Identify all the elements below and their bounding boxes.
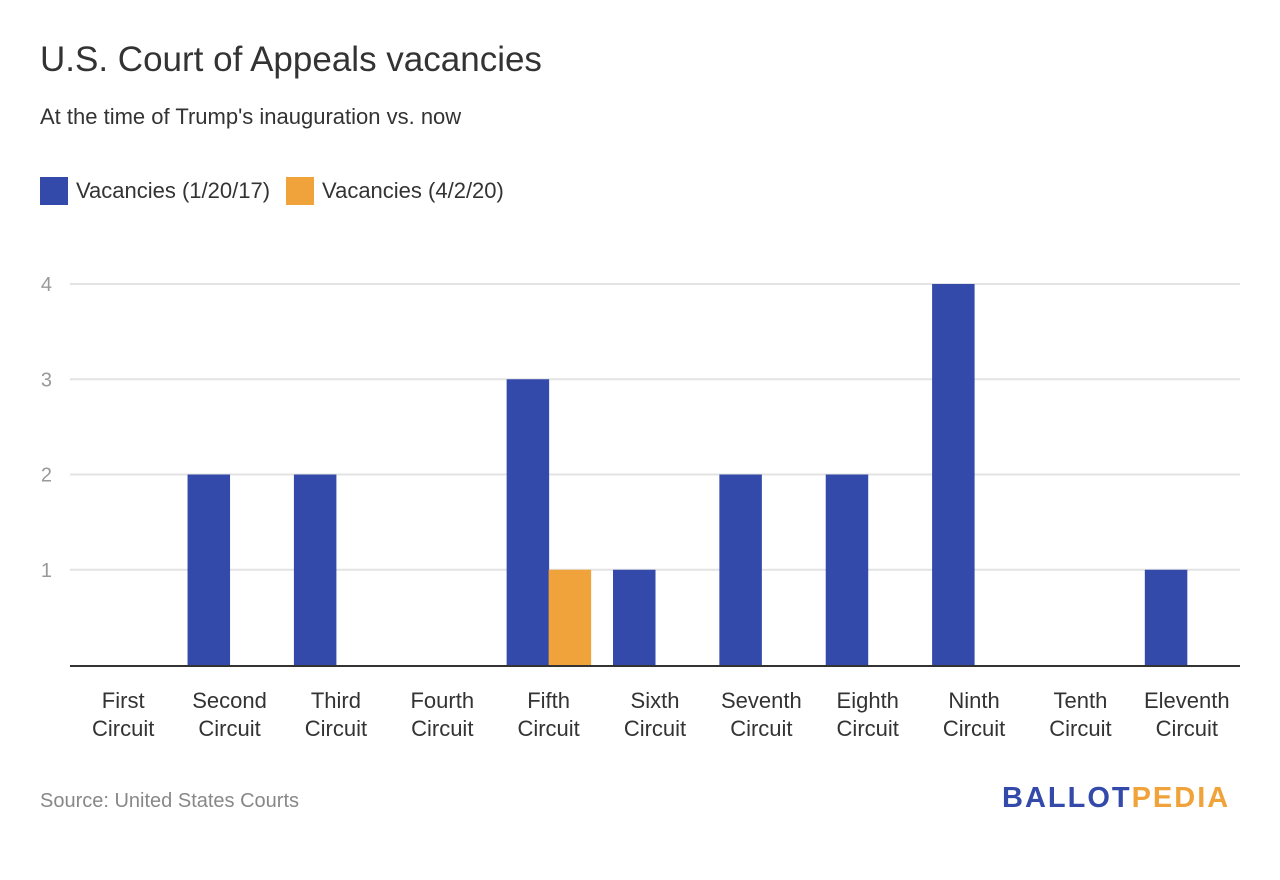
x-tick-label: Fifth — [527, 688, 570, 713]
bar-2017 — [719, 474, 762, 665]
x-tick-label: Third — [311, 688, 361, 713]
x-tick-label: Ninth — [948, 688, 999, 713]
y-tick-label: 3 — [41, 369, 52, 391]
x-tick-label: Fourth — [410, 688, 474, 713]
x-tick-label: Eleventh — [1144, 688, 1230, 713]
legend-label: Vacancies (1/20/17) — [76, 178, 271, 203]
logo-part2: PEDIA — [1131, 782, 1231, 814]
legend-item-2017: Vacancies (1/20/17) — [40, 177, 270, 205]
y-tick-label: 4 — [41, 274, 52, 296]
x-tick-label: Circuit — [1049, 716, 1111, 741]
legend-item-2020: Vacancies (4/2/20) — [286, 177, 504, 205]
bar-2020 — [548, 569, 592, 665]
x-tick-label: Circuit — [411, 716, 473, 741]
source-note: Source: United States Courts — [40, 790, 300, 812]
y-tick-label: 1 — [41, 560, 52, 582]
legend-swatch — [286, 177, 315, 205]
ballotpedia-logo: BALLOTPEDIA — [1002, 782, 1230, 815]
x-tick-label: Tenth — [1054, 688, 1108, 713]
bar-2017 — [613, 569, 656, 665]
x-tick-label: Eighth — [837, 688, 899, 713]
x-tick-label: Circuit — [943, 716, 1005, 741]
bar-2017 — [187, 474, 231, 665]
legend-label: Vacancies (4/2/20) — [322, 178, 504, 203]
x-tick-label: Circuit — [837, 716, 899, 741]
bar-2017 — [1144, 569, 1188, 665]
chart-title: U.S. Court of Appeals vacancies — [40, 40, 542, 79]
bar-2017 — [825, 474, 869, 665]
x-tick-label: Circuit — [517, 716, 579, 741]
x-tick-label: Seventh — [721, 688, 802, 713]
x-tick-label: Sixth — [631, 688, 680, 713]
x-tick-label: Circuit — [92, 716, 154, 741]
bar-2017 — [932, 284, 975, 665]
legend: Vacancies (1/20/17) Vacancies (4/2/20) — [40, 177, 504, 205]
chart-subtitle: At the time of Trump's inauguration vs. … — [40, 104, 462, 129]
logo-part1: BALLOT — [1002, 782, 1132, 814]
x-tick-label: Circuit — [730, 716, 792, 741]
y-tick-label: 2 — [41, 465, 52, 487]
x-tick-label: Second — [192, 688, 267, 713]
x-tick-label: Circuit — [305, 716, 367, 741]
legend-swatch — [40, 177, 68, 205]
x-tick-label: First — [102, 688, 145, 713]
bar-2017 — [506, 379, 550, 665]
x-tick-label: Circuit — [1156, 716, 1218, 741]
x-tick-label: Circuit — [624, 716, 686, 741]
bar-2017 — [293, 474, 337, 665]
x-tick-label: Circuit — [198, 716, 260, 741]
